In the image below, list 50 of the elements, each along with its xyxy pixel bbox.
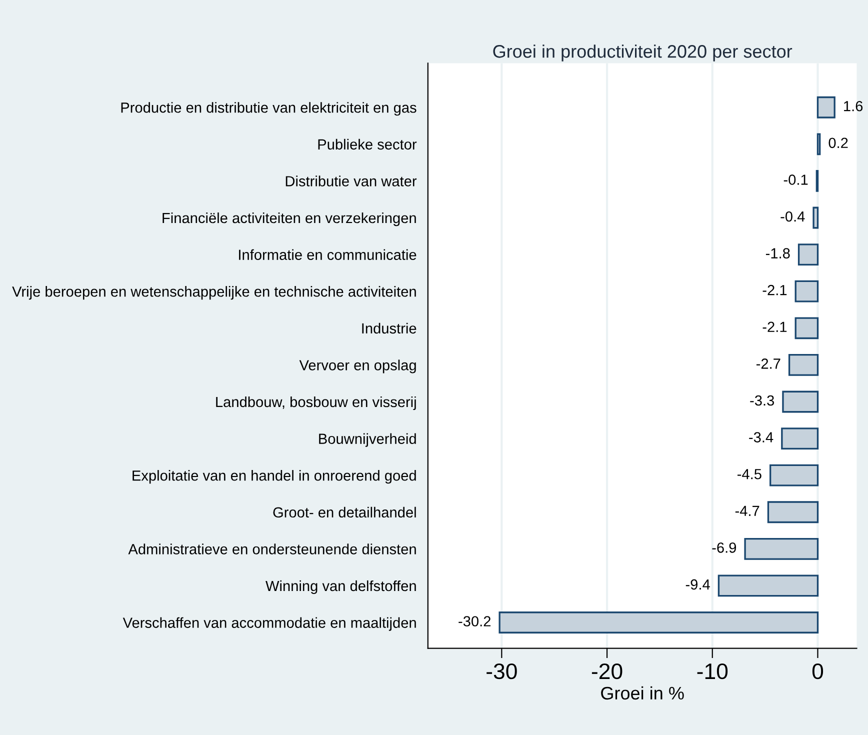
y-tick-label: Bouwnijverheid: [319, 433, 416, 447]
y-tick-label: Groot- en detailhandel: [273, 506, 416, 518]
chart-title: Groei in productiviteit 2020 per sector: [493, 44, 792, 62]
data-label: -4.7: [735, 506, 760, 516]
data-label: -0.4: [780, 211, 805, 222]
data-label: -4.5: [738, 469, 762, 480]
x-axis-title: Groei in %: [601, 686, 684, 700]
y-tick-label: Industrie: [362, 322, 416, 334]
bar: [798, 244, 819, 266]
bar: [781, 428, 819, 450]
data-label: -6.9: [712, 542, 736, 553]
y-tick-label: Informatie en communicatie: [239, 249, 416, 260]
y-tick-label: Publieke sector: [318, 138, 417, 150]
data-label: -2.1: [762, 322, 787, 332]
bar: [812, 206, 819, 229]
bar: [744, 538, 819, 560]
data-label: -1.8: [766, 248, 790, 258]
data-label: -3.4: [749, 432, 774, 442]
y-tick-label: Administratieve en ondersteunende diensten: [128, 544, 416, 554]
data-label: -9.4: [686, 579, 710, 590]
y-tick-label: Winning van delfstoffen: [266, 580, 416, 594]
y-tick-label: Vervoer en opslag: [299, 360, 416, 374]
y-tick-label: Verschaffen van accommodatie en maaltijden: [122, 617, 416, 631]
bar: [767, 501, 819, 524]
y-tick-label: Landbouw, bosbouw en visserij: [216, 396, 416, 410]
y-tick-label: Vrije beroepen en wetenschappelijke en technische activiteiten: [12, 286, 416, 300]
bar: [498, 612, 819, 634]
y-tick-label: Productie en distributie van elektriciteit en gas: [121, 102, 416, 116]
data-label: -3.3: [750, 395, 774, 406]
bar: [782, 390, 819, 413]
bar: [718, 574, 819, 597]
data-label: -30.2: [458, 616, 491, 626]
x-tick-label: 0: [812, 663, 824, 680]
x-tick-label: -20: [592, 663, 622, 680]
data-label: -2.1: [762, 284, 787, 296]
y-tick-label: Exploitatie van en handel in onroerend goed: [132, 470, 416, 484]
bar: [794, 317, 819, 340]
data-label: -0.1: [784, 174, 808, 185]
x-tick-label: -10: [697, 663, 728, 680]
bar: [794, 280, 819, 302]
y-tick-label: Distributie van water: [286, 176, 417, 186]
bar: [788, 354, 819, 376]
bar: [816, 133, 821, 156]
y-tick-label: Financiële activiteiten en verzekeringen: [162, 212, 416, 226]
data-label: -2.7: [756, 358, 780, 369]
data-label: 0.2: [828, 138, 848, 148]
bar: [769, 464, 819, 486]
bar: [816, 96, 836, 118]
data-label: 1.6: [844, 100, 863, 112]
x-tick-label: -30: [486, 663, 517, 680]
